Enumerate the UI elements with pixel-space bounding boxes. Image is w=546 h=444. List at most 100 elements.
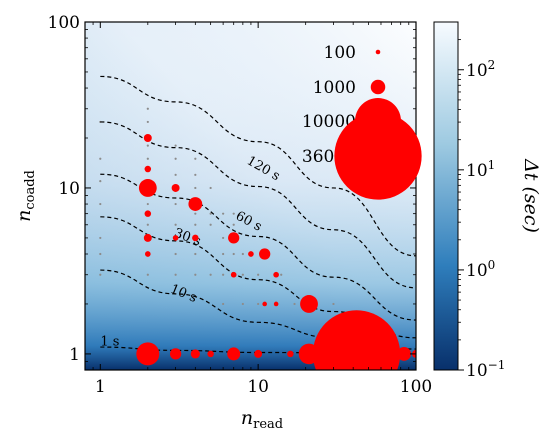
grid-point-47 bbox=[280, 273, 283, 276]
data-point-21 bbox=[273, 271, 279, 278]
grid-point-19 bbox=[174, 202, 177, 206]
grid-point-2 bbox=[99, 236, 102, 240]
contour-line-3 bbox=[100, 173, 416, 321]
data-point-30 bbox=[397, 347, 411, 361]
grid-point-5 bbox=[99, 157, 102, 160]
grid-point-23 bbox=[194, 273, 197, 276]
contour-line-5 bbox=[100, 75, 416, 257]
grid-point-42 bbox=[241, 302, 244, 306]
data-point-12 bbox=[190, 349, 200, 359]
data-point-18 bbox=[254, 349, 263, 358]
grid-point-7 bbox=[146, 273, 149, 276]
data-point-4 bbox=[143, 233, 152, 242]
grid-point-21 bbox=[174, 157, 177, 160]
grid-point-3 bbox=[99, 202, 102, 206]
grid-point-35 bbox=[222, 273, 225, 276]
grid-point-27 bbox=[194, 186, 197, 190]
colorbar-ticks: 10−1 100 101 102 bbox=[458, 39, 505, 381]
y-tick-label-1: 10 bbox=[58, 179, 80, 199]
grid-point-24 bbox=[194, 252, 197, 256]
x-tick-label-2: 100 bbox=[400, 377, 432, 397]
contour-label-0: 1 s bbox=[100, 335, 119, 350]
legend-marker-3 bbox=[334, 112, 422, 200]
axis-ticks: 1 10 100 1 10 100 bbox=[48, 13, 433, 397]
legend-label-2: 10000 bbox=[302, 112, 356, 132]
grid-point-44 bbox=[241, 252, 244, 256]
grid-point-10 bbox=[146, 202, 149, 206]
grid-point-37 bbox=[222, 236, 225, 240]
colorbar-tick-label-0: 10−1 bbox=[466, 358, 505, 381]
grid-point-46 bbox=[257, 273, 260, 276]
x-tick-label-1: 10 bbox=[247, 377, 269, 397]
data-point-17 bbox=[248, 251, 254, 257]
grid-point-16 bbox=[174, 273, 177, 276]
data-point-1 bbox=[144, 165, 152, 173]
grid-point-13 bbox=[146, 144, 149, 147]
data-point-2 bbox=[138, 179, 157, 197]
y-tick-label-2: 100 bbox=[48, 13, 80, 33]
y-axis-title: ncoadd bbox=[13, 170, 38, 222]
data-point-7 bbox=[171, 183, 180, 192]
data-point-22 bbox=[273, 301, 279, 307]
grid-point-30 bbox=[209, 273, 212, 276]
data-point-8 bbox=[172, 235, 179, 241]
x-axis-title: nread bbox=[241, 407, 283, 432]
grid-point-38 bbox=[222, 212, 225, 215]
grid-point-20 bbox=[174, 173, 177, 176]
grid-point-31 bbox=[209, 223, 212, 226]
data-points bbox=[136, 134, 416, 370]
legend-marker-1 bbox=[370, 79, 386, 95]
grid-point-40 bbox=[232, 223, 235, 226]
grid-point-34 bbox=[222, 302, 225, 306]
grid-point-4 bbox=[99, 179, 102, 183]
grid-point-9 bbox=[146, 223, 149, 226]
data-point-3 bbox=[144, 210, 152, 217]
y-tick-label-0: 1 bbox=[69, 345, 80, 365]
grid-point-45 bbox=[257, 302, 260, 306]
data-point-29 bbox=[371, 342, 395, 366]
data-point-13 bbox=[207, 350, 214, 358]
grid-point-50 bbox=[332, 302, 335, 306]
grid-point-15 bbox=[146, 107, 149, 110]
data-point-15 bbox=[230, 271, 237, 278]
data-point-10 bbox=[188, 197, 203, 211]
data-point-11 bbox=[192, 234, 199, 242]
data-point-20 bbox=[262, 301, 267, 307]
grid-point-26 bbox=[194, 212, 197, 215]
x-tick-label-0: 1 bbox=[95, 377, 106, 397]
data-point-9 bbox=[169, 348, 182, 360]
colorbar-tick-label-1: 100 bbox=[466, 258, 495, 281]
data-point-14 bbox=[228, 232, 240, 244]
grid-point-48 bbox=[293, 302, 296, 306]
grid-point-17 bbox=[174, 252, 177, 256]
grid-point-18 bbox=[174, 223, 177, 226]
plot-frame bbox=[84, 21, 417, 371]
grid-point-0 bbox=[99, 273, 102, 276]
grid-point-36 bbox=[222, 252, 225, 256]
legend-label-0: 100 bbox=[324, 43, 356, 63]
colorbar-tick-label-2: 101 bbox=[466, 158, 495, 181]
grid-point-28 bbox=[194, 173, 197, 176]
grid-point-43 bbox=[241, 273, 244, 276]
grid-point-12 bbox=[146, 157, 149, 160]
data-point-6 bbox=[136, 342, 160, 366]
data-point-24 bbox=[300, 295, 318, 313]
data-point-16 bbox=[227, 347, 241, 361]
grid-point-1 bbox=[99, 252, 102, 256]
data-point-5 bbox=[144, 251, 151, 257]
grid-point-33 bbox=[209, 186, 212, 190]
grid-point-39 bbox=[232, 252, 235, 256]
grid-point-25 bbox=[194, 223, 197, 226]
grid-point-32 bbox=[209, 212, 212, 215]
contour-line-4 bbox=[100, 121, 416, 289]
data-point-23 bbox=[287, 350, 294, 358]
grid-point-22 bbox=[174, 144, 177, 147]
colorbar-label: Δt (sec) bbox=[520, 158, 542, 233]
grid-point-41 bbox=[232, 212, 235, 215]
colorbar-tick-label-3: 102 bbox=[466, 58, 495, 81]
data-point-19 bbox=[259, 248, 271, 260]
data-point-0 bbox=[143, 134, 152, 142]
legend-label-1: 1000 bbox=[313, 78, 356, 98]
